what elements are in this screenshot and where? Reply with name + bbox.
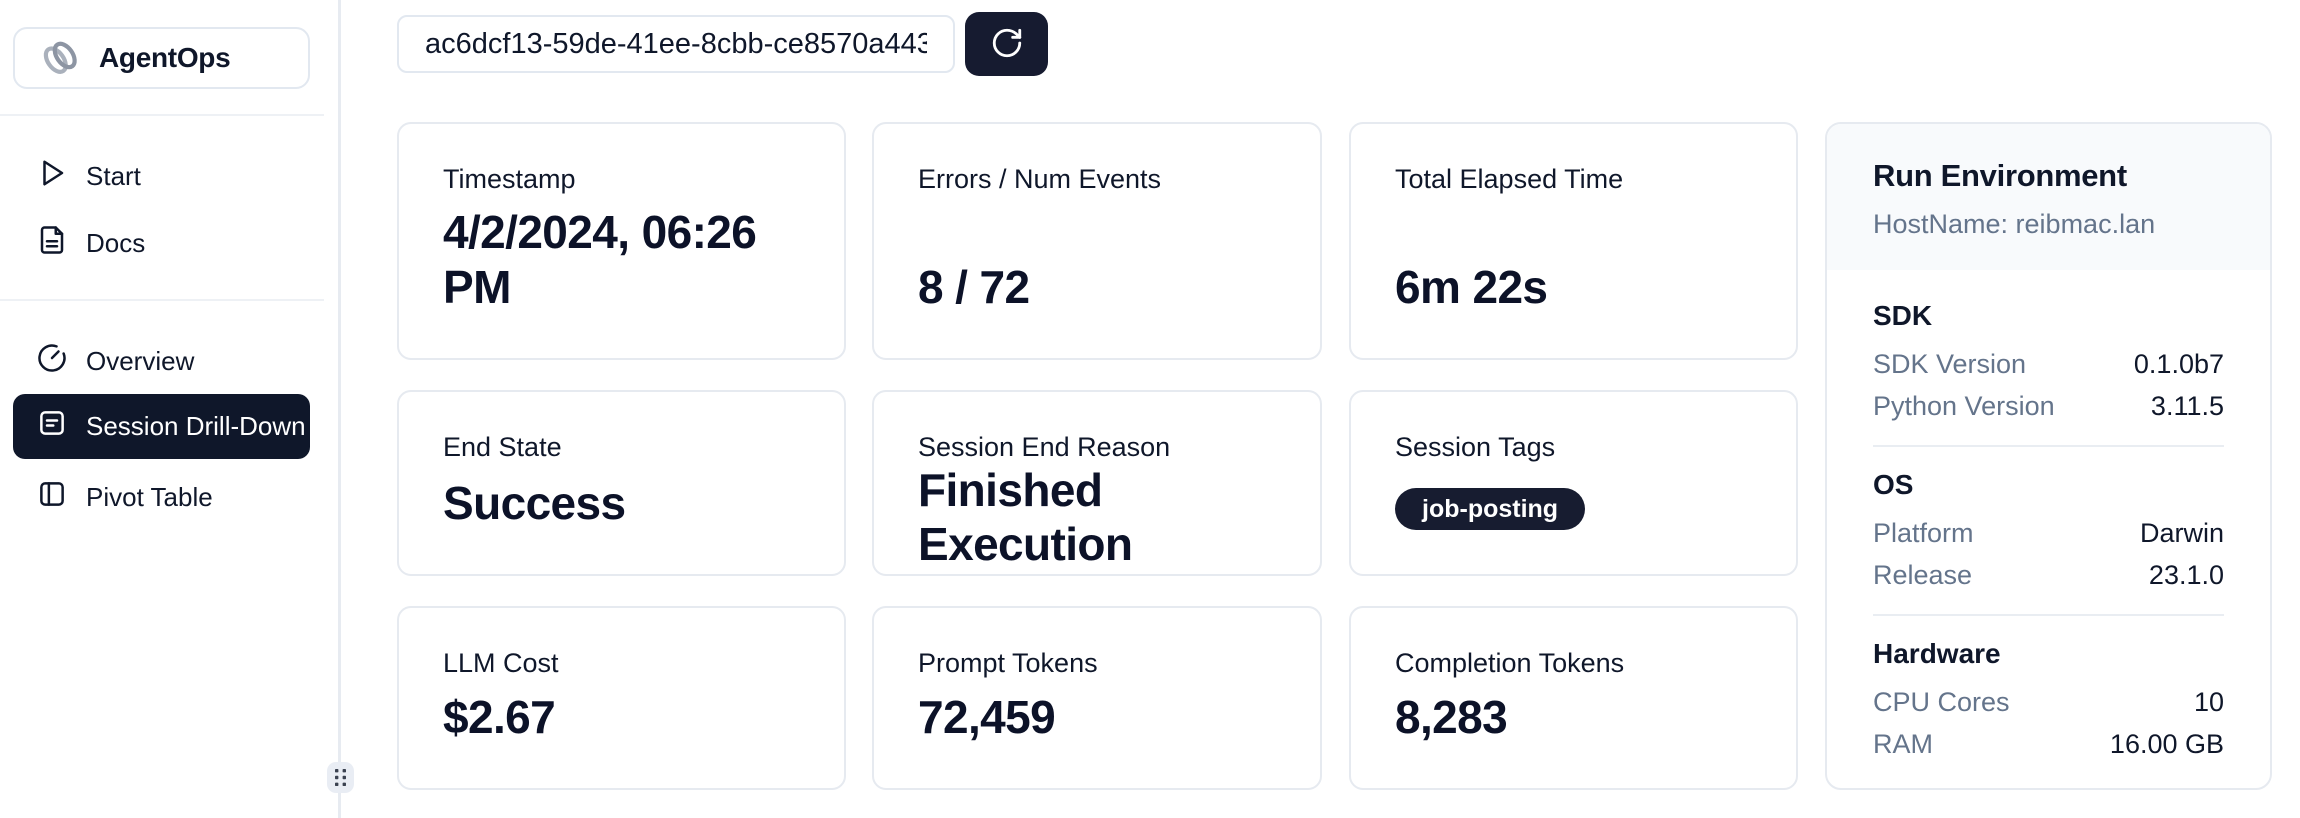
- sidebar-item-docs[interactable]: Docs: [13, 215, 310, 271]
- env-row: Python Version 3.11.5: [1873, 390, 2224, 422]
- metric-card-end-state: End State Success: [397, 390, 846, 576]
- card-label: Errors / Num Events: [918, 164, 1162, 194]
- sidebar-divider: [0, 299, 324, 301]
- env-row-value: 23.1.0: [2148, 560, 2224, 591]
- env-row: SDK Version 0.1.0b7: [1873, 348, 2224, 380]
- env-row-label: Release: [1873, 560, 1973, 591]
- section-heading-os: OS: [1873, 468, 1914, 500]
- card-value: Success: [443, 476, 626, 529]
- section-heading-hardware: Hardware: [1873, 637, 2001, 669]
- panel-title: Run Environment: [1873, 158, 2127, 193]
- sidebar-item-label: Session Drill-Down: [86, 411, 306, 441]
- card-value: 8 / 72: [918, 260, 1030, 313]
- sidebar-item-pivot-table[interactable]: Pivot Table: [13, 469, 310, 525]
- sidebar: AgentOps Start Docs Overview: [0, 0, 354, 818]
- env-row: RAM 16.00 GB: [1873, 728, 2224, 760]
- sidebar-item-label: Docs: [86, 227, 146, 258]
- card-label: Session End Reason: [918, 432, 1171, 462]
- env-row-value: 16.00 GB: [2109, 728, 2224, 759]
- logo-label: AgentOps: [99, 42, 231, 73]
- env-row-value: Darwin: [2139, 517, 2224, 548]
- metric-card-session-tags: Session Tags job-posting: [1349, 390, 1798, 576]
- session-tag-badge: job-posting: [1395, 488, 1586, 530]
- card-value: 8,283: [1395, 690, 1508, 743]
- env-row-value: 3.11.5: [2150, 391, 2224, 422]
- metric-card-errors-num-events: Errors / Num Events 8 / 72: [872, 122, 1322, 360]
- metric-card-total-elapsed-time: Total Elapsed Time 6m 22s: [1349, 122, 1798, 360]
- env-row-label: Python Version: [1873, 391, 2055, 422]
- sidebar-item-label: Pivot Table: [86, 481, 213, 512]
- divider: [1873, 613, 2224, 616]
- card-label: Session Tags: [1395, 432, 1556, 462]
- sidebar-divider: [0, 114, 324, 116]
- card-label: Prompt Tokens: [918, 648, 1098, 678]
- sidebar-item-label: Start: [86, 160, 141, 191]
- metric-card-timestamp: Timestamp 4/2/2024, 06:26 PM: [397, 122, 846, 360]
- run-environment-body: SDK SDK Version 0.1.0b7 Python Version 3…: [1827, 270, 2270, 788]
- sidebar-item-overview[interactable]: Overview: [13, 333, 310, 389]
- divider: [1873, 444, 2224, 447]
- panel-left-icon: [37, 479, 67, 516]
- env-row: CPU Cores 10: [1873, 686, 2224, 718]
- run-environment-header: Run Environment HostName: reibmac.lan: [1827, 124, 2270, 270]
- card-label: Total Elapsed Time: [1395, 164, 1624, 194]
- rotate-cw-icon: [990, 26, 1024, 63]
- card-label: End State: [443, 432, 562, 462]
- card-label: Completion Tokens: [1395, 648, 1625, 678]
- agentops-loops-icon: [39, 35, 81, 82]
- sidebar-resize-handle[interactable]: [327, 762, 354, 793]
- hostname-text: HostName: reibmac.lan: [1873, 209, 2156, 239]
- metric-card-session-end-reason: Session End Reason Finished Execution: [872, 390, 1322, 576]
- metric-card-completion-tokens: Completion Tokens 8,283: [1349, 606, 1798, 790]
- refresh-button[interactable]: [965, 12, 1048, 76]
- agentops-logo[interactable]: AgentOps: [13, 27, 310, 89]
- play-icon: [37, 158, 67, 195]
- sidebar-item-label: Overview: [86, 345, 195, 376]
- file-text-icon: [37, 225, 67, 262]
- card-label: LLM Cost: [443, 648, 559, 678]
- metric-card-llm-cost: LLM Cost $2.67: [397, 606, 846, 790]
- run-environment-panel: Run Environment HostName: reibmac.lan SD…: [1825, 122, 2272, 790]
- card-value: $2.67: [443, 690, 556, 743]
- env-row-value: 0.1.0b7: [2133, 349, 2224, 379]
- card-value: Finished Execution: [918, 464, 1133, 571]
- env-row-value: 10: [2193, 686, 2224, 717]
- env-row-label: SDK Version: [1873, 349, 2027, 379]
- card-value: 72,459: [918, 690, 1056, 743]
- sidebar-item-start[interactable]: Start: [13, 148, 310, 204]
- section-heading-sdk: SDK: [1873, 300, 1933, 331]
- session-id-input[interactable]: [397, 15, 955, 73]
- env-row: Platform Darwin: [1873, 517, 2224, 549]
- env-row: Release 23.1.0: [1873, 559, 2224, 591]
- sidebar-item-session-drill-down[interactable]: Session Drill-Down: [13, 394, 310, 459]
- env-row-label: CPU Cores: [1873, 686, 2010, 717]
- metric-card-prompt-tokens: Prompt Tokens 72,459: [872, 606, 1322, 790]
- card-value: 6m 22s: [1395, 260, 1548, 313]
- gauge-icon: [37, 343, 67, 380]
- notes-icon: [37, 408, 67, 445]
- env-row-label: Platform: [1873, 517, 1974, 548]
- card-label: Timestamp: [443, 164, 576, 194]
- env-row-label: RAM: [1873, 728, 1933, 759]
- card-value: 4/2/2024, 06:26 PM: [443, 206, 757, 313]
